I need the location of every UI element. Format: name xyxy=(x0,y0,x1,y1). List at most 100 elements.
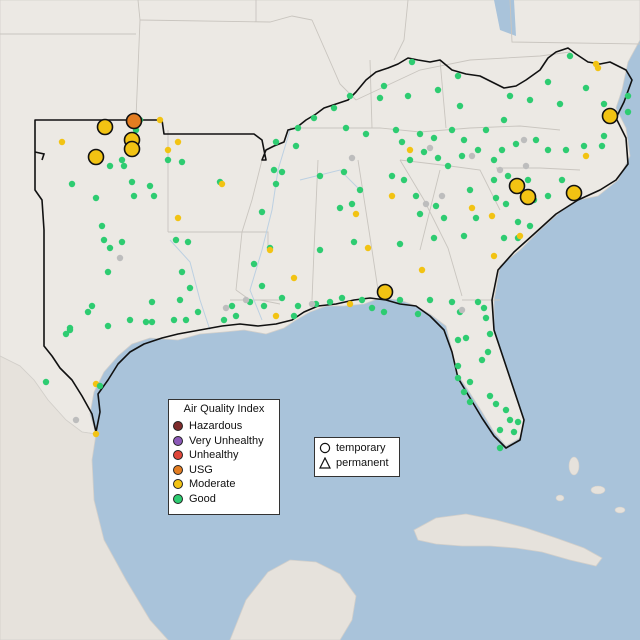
monitor-marker[interactable] xyxy=(594,64,602,72)
temporary-monitor-marker[interactable] xyxy=(125,112,143,130)
monitor-marker[interactable] xyxy=(434,86,442,94)
monitor-marker[interactable] xyxy=(480,304,488,312)
monitor-marker[interactable] xyxy=(498,146,506,154)
monitor-marker[interactable] xyxy=(126,316,134,324)
monitor-marker[interactable] xyxy=(84,308,92,316)
monitor-marker[interactable] xyxy=(294,302,302,310)
monitor-marker[interactable] xyxy=(430,134,438,142)
monitor-marker[interactable] xyxy=(492,400,500,408)
monitor-marker[interactable] xyxy=(258,208,266,216)
monitor-marker[interactable] xyxy=(420,148,428,156)
monitor-marker[interactable] xyxy=(438,192,446,200)
monitor-marker[interactable] xyxy=(220,316,228,324)
monitor-marker[interactable] xyxy=(96,382,104,390)
monitor-marker[interactable] xyxy=(488,212,496,220)
monitor-marker[interactable] xyxy=(396,240,404,248)
monitor-marker[interactable] xyxy=(412,192,420,200)
monitor-marker[interactable] xyxy=(106,162,114,170)
monitor-marker[interactable] xyxy=(308,300,316,308)
monitor-marker[interactable] xyxy=(440,214,448,222)
monitor-marker[interactable] xyxy=(118,156,126,164)
monitor-marker[interactable] xyxy=(524,176,532,184)
monitor-marker[interactable] xyxy=(500,234,508,242)
monitor-marker[interactable] xyxy=(184,238,192,246)
monitor-marker[interactable] xyxy=(62,330,70,338)
monitor-marker[interactable] xyxy=(462,334,470,342)
monitor-marker[interactable] xyxy=(454,374,462,382)
monitor-marker[interactable] xyxy=(582,152,590,160)
monitor-marker[interactable] xyxy=(146,182,154,190)
monitor-marker[interactable] xyxy=(504,172,512,180)
monitor-marker[interactable] xyxy=(260,302,268,310)
monitor-marker[interactable] xyxy=(164,146,172,154)
monitor-marker[interactable] xyxy=(522,162,530,170)
monitor-marker[interactable] xyxy=(430,234,438,242)
monitor-marker[interactable] xyxy=(600,100,608,108)
temporary-monitor-marker[interactable] xyxy=(123,140,141,158)
monitor-marker[interactable] xyxy=(490,252,498,260)
monitor-marker[interactable] xyxy=(330,104,338,112)
temporary-monitor-marker[interactable] xyxy=(601,107,619,125)
monitor-marker[interactable] xyxy=(340,168,348,176)
monitor-marker[interactable] xyxy=(178,268,186,276)
monitor-marker[interactable] xyxy=(482,126,490,134)
monitor-marker[interactable] xyxy=(150,192,158,200)
monitor-marker[interactable] xyxy=(526,96,534,104)
monitor-marker[interactable] xyxy=(142,318,150,326)
monitor-marker[interactable] xyxy=(514,418,522,426)
monitor-marker[interactable] xyxy=(194,308,202,316)
monitor-marker[interactable] xyxy=(600,132,608,140)
monitor-marker[interactable] xyxy=(346,92,354,100)
monitor-marker[interactable] xyxy=(406,146,414,154)
monitor-marker[interactable] xyxy=(362,130,370,138)
monitor-marker[interactable] xyxy=(562,146,570,154)
monitor-marker[interactable] xyxy=(174,214,182,222)
monitor-marker[interactable] xyxy=(346,300,354,308)
monitor-marker[interactable] xyxy=(310,114,318,122)
temporary-monitor-marker[interactable] xyxy=(508,177,526,195)
monitor-marker[interactable] xyxy=(624,108,632,116)
monitor-marker[interactable] xyxy=(416,210,424,218)
monitor-marker[interactable] xyxy=(100,236,108,244)
monitor-marker[interactable] xyxy=(398,138,406,146)
monitor-marker[interactable] xyxy=(350,238,358,246)
monitor-marker[interactable] xyxy=(88,302,96,310)
monitor-marker[interactable] xyxy=(278,168,286,176)
monitor-marker[interactable] xyxy=(270,166,278,174)
monitor-marker[interactable] xyxy=(232,312,240,320)
monitor-marker[interactable] xyxy=(356,186,364,194)
monitor-marker[interactable] xyxy=(456,102,464,110)
monitor-marker[interactable] xyxy=(404,92,412,100)
monitor-marker[interactable] xyxy=(358,296,366,304)
monitor-marker[interactable] xyxy=(182,316,190,324)
monitor-marker[interactable] xyxy=(106,244,114,252)
monitor-marker[interactable] xyxy=(454,72,462,80)
monitor-marker[interactable] xyxy=(502,200,510,208)
temporary-monitor-marker[interactable] xyxy=(87,148,105,166)
monitor-marker[interactable] xyxy=(348,200,356,208)
monitor-marker[interactable] xyxy=(500,116,508,124)
monitor-marker[interactable] xyxy=(556,100,564,108)
monitor-marker[interactable] xyxy=(492,194,500,202)
monitor-marker[interactable] xyxy=(496,166,504,174)
monitor-marker[interactable] xyxy=(598,142,606,150)
monitor-marker[interactable] xyxy=(414,310,422,318)
monitor-marker[interactable] xyxy=(510,428,518,436)
monitor-marker[interactable] xyxy=(148,318,156,326)
monitor-marker[interactable] xyxy=(336,204,344,212)
monitor-marker[interactable] xyxy=(156,116,164,124)
monitor-marker[interactable] xyxy=(566,52,574,60)
monitor-marker[interactable] xyxy=(186,284,194,292)
monitor-marker[interactable] xyxy=(98,222,106,230)
monitor-marker[interactable] xyxy=(352,210,360,218)
monitor-marker[interactable] xyxy=(460,388,468,396)
monitor-marker[interactable] xyxy=(376,94,384,102)
monitor-marker[interactable] xyxy=(478,356,486,364)
monitor-marker[interactable] xyxy=(222,304,230,312)
monitor-marker[interactable] xyxy=(290,274,298,282)
monitor-marker[interactable] xyxy=(174,138,182,146)
monitor-marker[interactable] xyxy=(396,296,404,304)
monitor-marker[interactable] xyxy=(624,92,632,100)
monitor-marker[interactable] xyxy=(368,304,376,312)
monitor-marker[interactable] xyxy=(472,214,480,222)
